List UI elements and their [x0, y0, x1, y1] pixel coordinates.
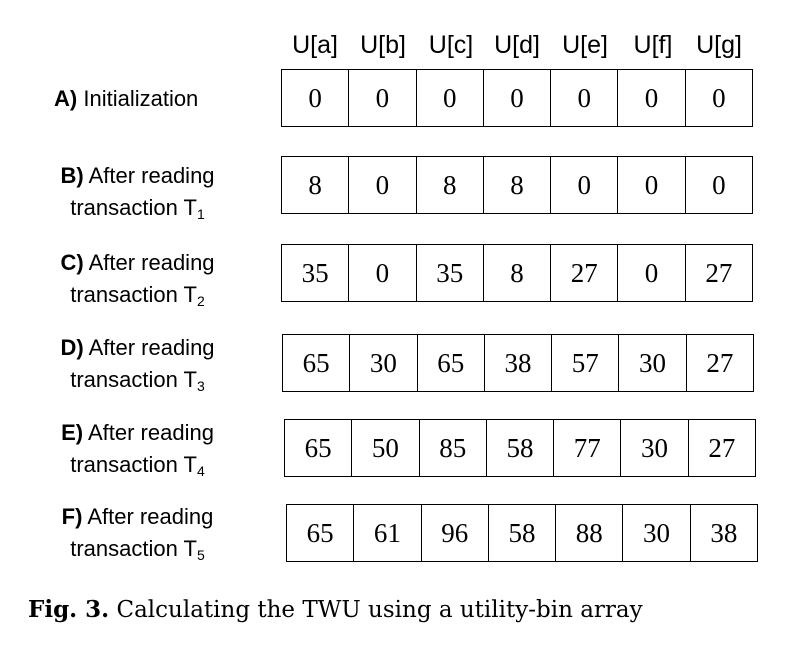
row-label-line1: After reading [88, 335, 215, 360]
bin-cell: 27 [551, 245, 619, 301]
header-u-g: U[g] [696, 31, 742, 59]
bin-cell: 57 [552, 335, 620, 391]
bin-cell: 8 [282, 157, 350, 213]
row-label-b: B) After reading transaction T1 [40, 160, 235, 224]
bin-cell: 58 [489, 505, 557, 561]
bin-cell: 0 [618, 245, 686, 301]
utility-bin-array-c: 35 0 35 8 27 0 27 [281, 244, 753, 302]
row-label-line2: transaction T [70, 452, 197, 477]
bin-cell: 50 [352, 420, 420, 476]
row-label-line2: transaction T [70, 282, 197, 307]
header-u-e: U[e] [562, 31, 608, 59]
row-letter: A) [54, 86, 78, 111]
bin-cell: 0 [349, 157, 417, 213]
transaction-subscript: 2 [196, 293, 205, 309]
row-label-e: E) After reading transaction T4 [40, 417, 235, 481]
utility-bin-array-e: 65 50 85 58 77 30 27 [284, 419, 756, 477]
row-label-line1: After reading [87, 420, 214, 445]
bin-cell: 61 [354, 505, 422, 561]
bin-cell: 0 [417, 70, 484, 126]
row-label-d: D) After reading transaction T3 [40, 332, 235, 396]
row-label-line2: transaction T [70, 367, 197, 392]
header-u-d: U[d] [494, 31, 540, 59]
bin-cell: 30 [619, 335, 687, 391]
bin-cell: 30 [623, 505, 691, 561]
row-letter: D) [60, 335, 84, 360]
bin-cell: 96 [422, 505, 489, 561]
row-label-c: C) After reading transaction T2 [40, 247, 235, 311]
bin-cell: 27 [708, 432, 736, 463]
transaction-subscript: 1 [196, 206, 205, 222]
utility-bin-array-d: 65 30 65 38 57 30 27 [282, 334, 754, 392]
header-u-f: U[f] [633, 31, 673, 59]
bin-cell: 65 [418, 335, 485, 391]
bin-cell: 65 [287, 505, 355, 561]
transaction-subscript: 5 [196, 547, 205, 563]
bin-cell: 27 [706, 347, 734, 378]
bin-cell: 65 [285, 420, 353, 476]
transaction-subscript: 4 [196, 463, 205, 479]
bin-cell: 0 [349, 70, 417, 126]
row-label-line2: transaction T [70, 536, 197, 561]
bin-cell: 8 [484, 157, 552, 213]
bin-cell: 0 [282, 70, 350, 126]
bin-cell: 30 [350, 335, 418, 391]
figure-caption: Fig. 3. Calculating the TWU using a util… [28, 596, 643, 623]
bin-cell: 85 [420, 420, 487, 476]
header-u-a: U[a] [292, 31, 338, 59]
bin-cell: 27 [705, 257, 733, 288]
row-label-line1: Initialization [83, 86, 199, 111]
bin-cell: 58 [487, 420, 555, 476]
row-label-f: F) After reading transaction T5 [40, 501, 235, 565]
bin-cell: 0 [618, 70, 686, 126]
row-label-line1: After reading [88, 250, 215, 275]
bin-cell: 88 [556, 505, 624, 561]
row-letter: C) [60, 250, 84, 275]
bin-cell: 0 [712, 82, 726, 113]
bin-cell: 65 [283, 335, 351, 391]
bin-cell: 0 [551, 157, 619, 213]
bin-cell: 0 [712, 169, 726, 200]
bin-cell: 0 [349, 245, 417, 301]
bin-cell: 77 [554, 420, 622, 476]
bin-cell: 0 [618, 157, 686, 213]
transaction-subscript: 3 [196, 378, 205, 394]
row-label-a: A) Initialization [40, 83, 235, 115]
bin-cell: 38 [710, 517, 738, 548]
row-letter: E) [61, 420, 84, 445]
row-label-line2: transaction T [70, 195, 197, 220]
header-u-c: U[c] [428, 31, 474, 59]
bin-cell: 8 [484, 245, 552, 301]
bin-cell: 38 [485, 335, 553, 391]
utility-bin-array-b: 8 0 8 8 0 0 0 [281, 156, 753, 214]
column-headers: U[a] U[b] U[c] U[d] U[e] U[f] U[g] [281, 28, 756, 62]
figure-caption-text: Calculating the TWU using a utility-bin … [116, 597, 643, 623]
header-u-b: U[b] [360, 31, 406, 59]
bin-cell: 35 [282, 245, 350, 301]
row-letter: F) [61, 504, 83, 529]
bin-cell: 35 [417, 245, 484, 301]
bin-cell: 0 [551, 70, 619, 126]
bin-cell: 30 [621, 420, 689, 476]
bin-cell: 8 [417, 157, 484, 213]
bin-cell: 0 [484, 70, 552, 126]
figure-number: Fig. 3. [28, 596, 110, 623]
row-label-line1: After reading [87, 504, 214, 529]
row-letter: B) [60, 163, 84, 188]
utility-bin-array-f: 65 61 96 58 88 30 38 [286, 504, 758, 562]
utility-bin-array-a: 0 0 0 0 0 0 0 [281, 69, 753, 127]
row-label-line1: After reading [88, 163, 215, 188]
